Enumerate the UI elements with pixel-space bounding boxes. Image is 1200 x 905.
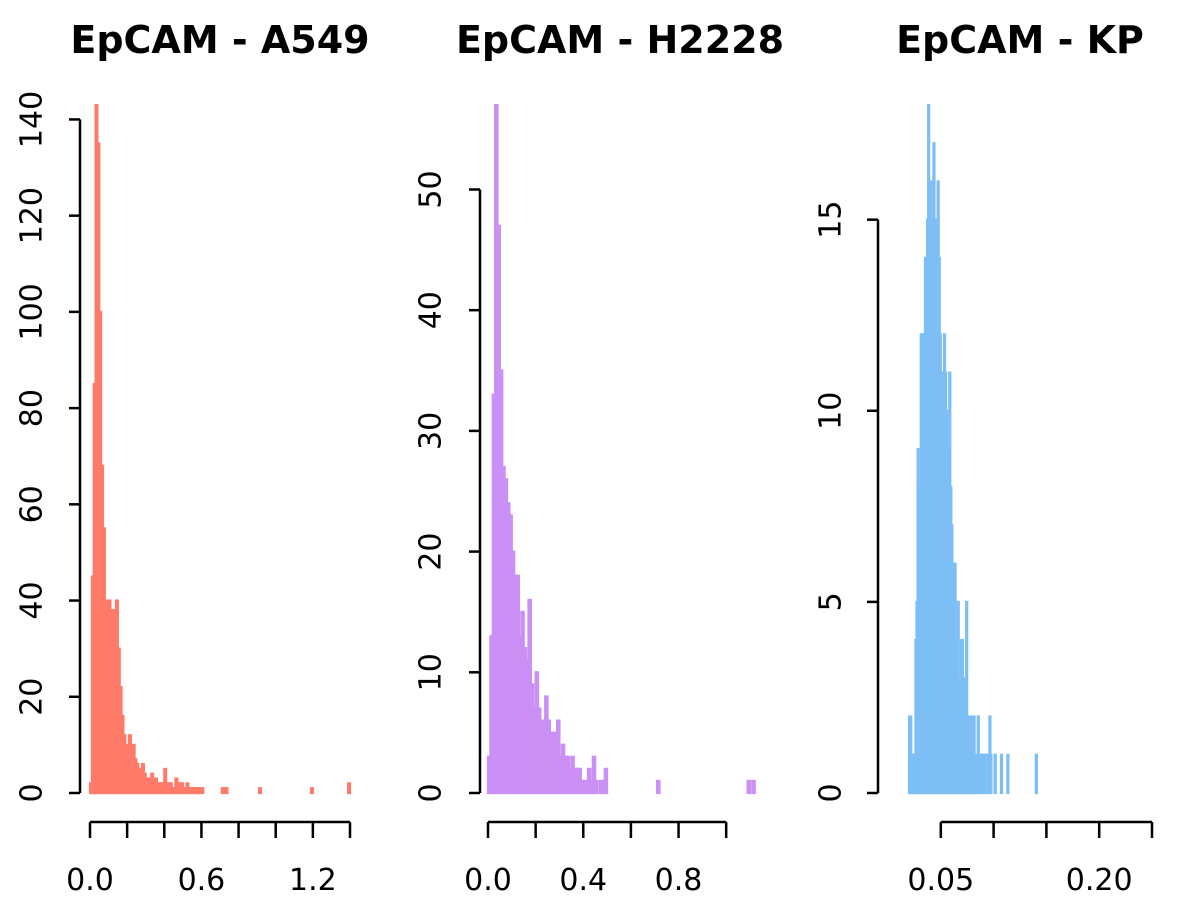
histogram-bar	[746, 779, 752, 795]
histogram-bar	[999, 753, 1004, 795]
histogram-bar	[977, 753, 981, 795]
y-tick-label: 100	[15, 283, 50, 340]
panel-a549: EpCAM - A549 0 20 40 60 80 100 120 140 0.0 0.6 1.2	[15, 18, 370, 898]
y-tick-label: 0	[15, 783, 50, 802]
x-tick-label: 0.0	[464, 863, 512, 898]
y-tick-label: 30	[414, 412, 449, 450]
x-tick-label: 0.8	[655, 863, 703, 898]
y-tick-label: 15	[814, 201, 849, 239]
x-tick-label: 0.05	[907, 863, 974, 898]
y-tick-label: 20	[414, 533, 449, 571]
x-axis: 0.05 0.20	[907, 820, 1154, 898]
x-axis: 0.0 0.4 0.8	[464, 820, 728, 898]
histogram-bar	[603, 767, 609, 795]
histogram-bar	[591, 755, 597, 795]
x-tick-label: 0.0	[66, 863, 114, 898]
x-tick-label: 0.6	[178, 863, 226, 898]
y-tick-label: 5	[814, 592, 849, 611]
y-tick-label: 10	[814, 392, 849, 430]
y-tick-label: 0	[414, 783, 449, 802]
histogram-bar	[1034, 753, 1038, 795]
panel-title: EpCAM - H2228	[456, 18, 784, 62]
panel-h2228: EpCAM - H2228 0 10 20 30 40 50 0.0 0.4 0.8	[414, 18, 785, 898]
y-tick-label: 10	[414, 653, 449, 691]
bars	[88, 103, 352, 795]
x-tick-label: 1.2	[289, 863, 337, 898]
histogram-bar	[993, 753, 997, 795]
y-tick-label: 80	[15, 389, 50, 427]
y-tick-label: 20	[15, 678, 50, 716]
y-tick-label: 50	[414, 170, 449, 208]
y-axis: 0 10 20 30 40 50	[414, 170, 482, 803]
histogram-bar	[751, 779, 756, 795]
histogram-bar	[200, 787, 205, 795]
x-axis: 0.0 0.6 1.2	[66, 820, 352, 898]
histogram-bar	[594, 779, 599, 795]
histogram-bar	[347, 782, 352, 795]
panel-title: EpCAM - KP	[896, 18, 1144, 62]
y-tick-label: 60	[15, 485, 50, 523]
y-tick-label: 0	[814, 783, 849, 802]
panel-kp: EpCAM - KP 0 5 10 15 0.05 0.20	[814, 18, 1154, 898]
histogram-bar	[656, 779, 661, 795]
histogram-bar	[982, 753, 987, 795]
y-axis: 0 20 40 60 80 100 120 140	[15, 91, 82, 803]
histogram-bar	[1006, 753, 1010, 795]
y-tick-label: 120	[15, 187, 50, 244]
histogram-bar	[309, 787, 314, 795]
x-tick-label: 0.20	[1066, 863, 1133, 898]
bars	[908, 103, 1038, 795]
panel-title: EpCAM - A549	[70, 18, 369, 62]
y-tick-label: 40	[15, 581, 50, 619]
x-tick-label: 0.4	[559, 863, 607, 898]
y-axis: 0 5 10 15	[814, 201, 880, 803]
histogram-bar	[257, 787, 262, 795]
bars	[486, 103, 756, 795]
histogram-bar	[989, 753, 993, 795]
y-tick-label: 140	[15, 91, 50, 148]
histogram-bar	[224, 787, 229, 795]
y-tick-label: 40	[414, 291, 449, 329]
